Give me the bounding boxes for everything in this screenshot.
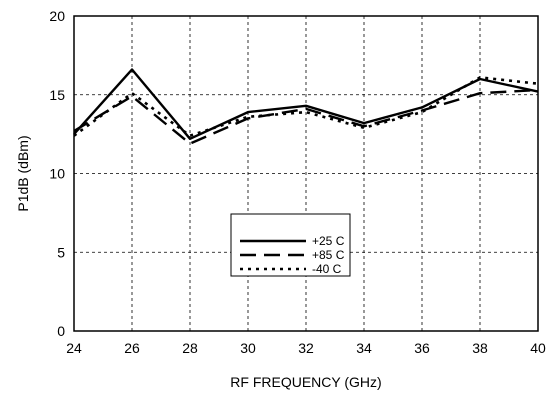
y-tick-label: 20 <box>49 8 65 24</box>
tick-labels: 24 26 28 30 32 34 36 38 40 0 5 10 15 20 <box>49 8 546 356</box>
x-tick-label: 24 <box>66 340 82 356</box>
y-tick-label: 15 <box>49 87 65 103</box>
series-layer <box>73 68 539 145</box>
x-tick-label: 38 <box>472 340 488 356</box>
x-axis-title: RF FREQUENCY (GHz) <box>230 374 381 390</box>
y-tick-label: 5 <box>57 244 65 260</box>
series-line-2 <box>73 88 539 145</box>
legend-label-2: +85 C <box>312 248 345 262</box>
x-tick-label: 36 <box>414 340 430 356</box>
plot-frame <box>73 15 539 332</box>
x-tick-label: 34 <box>356 340 372 356</box>
y-tick-label: 10 <box>49 166 65 182</box>
legend: +25 C+85 C-40 C <box>230 213 351 277</box>
grid <box>74 16 538 331</box>
legend-box <box>230 213 351 277</box>
y-axis-title: P1dB (dBm) <box>15 135 31 211</box>
x-tick-label: 26 <box>124 340 140 356</box>
series-line-1 <box>73 68 539 141</box>
x-tick-label: 28 <box>182 340 198 356</box>
x-tick-label: 30 <box>240 340 256 356</box>
x-tick-label: 40 <box>530 340 546 356</box>
legend-label-1: +25 C <box>312 234 345 248</box>
y-tick-label: 0 <box>57 323 65 339</box>
legend-label-3: -40 C <box>312 262 342 276</box>
x-tick-label: 32 <box>298 340 314 356</box>
